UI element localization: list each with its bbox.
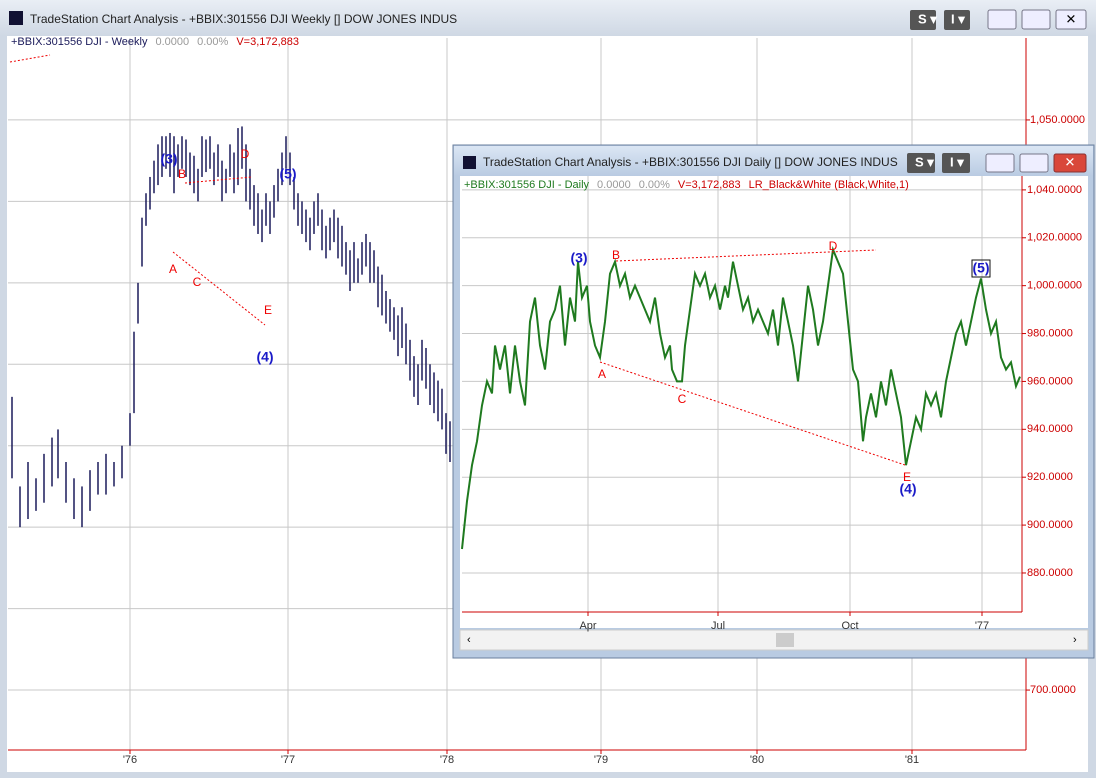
close-button[interactable] bbox=[1053, 153, 1087, 173]
legend-price: 0.0000 bbox=[155, 36, 189, 48]
i-icon: I ▾ bbox=[950, 154, 964, 169]
app-icon bbox=[9, 11, 23, 25]
annotation: E bbox=[264, 303, 272, 317]
legend-price: 0.0000 bbox=[597, 179, 631, 191]
trend-line bbox=[172, 251, 266, 326]
legend-volume: V=3,172,883 bbox=[678, 179, 741, 191]
y-tick-label: 960.0000 bbox=[1027, 375, 1073, 387]
y-tick-label: 1,050.0000 bbox=[1030, 114, 1085, 126]
scroll-thumb[interactable] bbox=[776, 633, 794, 647]
annotation: (4) bbox=[256, 349, 273, 365]
x-tick-label: '76 bbox=[123, 754, 137, 766]
legend-symbol: +BBIX:301556 DJI - Weekly bbox=[11, 36, 148, 48]
inner-plot-bg bbox=[460, 176, 1088, 628]
annotation: C bbox=[678, 392, 687, 406]
close-button[interactable] bbox=[1055, 9, 1087, 30]
annotation: A bbox=[598, 367, 606, 381]
price-line bbox=[461, 245, 1021, 550]
s-icon: S ▾ bbox=[915, 154, 934, 169]
annotation: D bbox=[241, 147, 250, 161]
y-tick-label: 940.0000 bbox=[1027, 423, 1073, 435]
annotation: (5) bbox=[279, 166, 296, 182]
legend-volume: V=3,172,883 bbox=[236, 36, 299, 48]
maximize-button[interactable] bbox=[1021, 9, 1051, 30]
x-tick-label: '79 bbox=[594, 754, 608, 766]
trend-line bbox=[184, 176, 253, 184]
x-tick-label: Oct bbox=[841, 620, 858, 632]
legend-symbol: +BBIX:301556 DJI - Daily bbox=[464, 179, 590, 191]
minimize-button[interactable] bbox=[985, 153, 1015, 173]
legend-indicator: LR_Black&White (Black,White,1) bbox=[749, 179, 909, 191]
x-tick-label: '77 bbox=[281, 754, 295, 766]
y-tick-label: 880.0000 bbox=[1027, 567, 1073, 579]
x-tick-label: '81 bbox=[905, 754, 919, 766]
y-tick-label: 700.0000 bbox=[1030, 684, 1076, 696]
s-button[interactable] bbox=[907, 153, 935, 173]
minimize-button[interactable] bbox=[987, 9, 1017, 30]
y-tick-label: 1,040.0000 bbox=[1027, 184, 1082, 196]
app-icon bbox=[463, 156, 476, 169]
annotation: (3) bbox=[160, 151, 177, 167]
annotation: (3) bbox=[570, 250, 587, 266]
s-button[interactable] bbox=[910, 10, 936, 30]
scrollbar[interactable] bbox=[459, 629, 1089, 651]
y-tick-label: 1,000.0000 bbox=[1027, 280, 1082, 292]
x-tick-label: Jul bbox=[711, 620, 725, 632]
scroll-right[interactable]: › bbox=[1073, 634, 1077, 646]
inner-title: TradeStation Chart Analysis - +BBIX:3015… bbox=[483, 155, 898, 169]
x-tick-label: '80 bbox=[750, 754, 764, 766]
inner-chart: 880.0000 900.0000 920.0000 940.0000 960.0000… bbox=[461, 176, 1082, 632]
annotation: B bbox=[178, 167, 186, 181]
scroll-left[interactable]: ‹ bbox=[467, 634, 471, 646]
x-tick-label: '77 bbox=[975, 620, 989, 632]
legend-change: 0.00% bbox=[639, 179, 670, 191]
y-tick-label: 1,020.0000 bbox=[1027, 232, 1082, 244]
annotation-box bbox=[971, 259, 991, 278]
y-tick-label: 980.0000 bbox=[1027, 327, 1073, 339]
annotation: (4) bbox=[899, 481, 916, 497]
x-tick-label: '78 bbox=[440, 754, 454, 766]
s-icon: S ▾ bbox=[918, 11, 937, 26]
trend-line bbox=[9, 54, 51, 63]
x-tick-label: Apr bbox=[579, 620, 596, 632]
i-icon: I ▾ bbox=[951, 11, 965, 26]
legend-change: 0.00% bbox=[197, 36, 228, 48]
i-button[interactable] bbox=[942, 153, 970, 173]
close-icon: ✕ bbox=[1066, 11, 1077, 26]
y-tick-label: 920.0000 bbox=[1027, 471, 1073, 483]
y-tick-label: 900.0000 bbox=[1027, 519, 1073, 531]
outer-title: TradeStation Chart Analysis - +BBIX:3015… bbox=[30, 12, 457, 26]
annotation: E bbox=[903, 470, 911, 484]
maximize-button[interactable] bbox=[1019, 153, 1049, 173]
close-icon: ✕ bbox=[1065, 154, 1076, 169]
trend-line bbox=[615, 249, 877, 262]
trend-line bbox=[599, 361, 906, 466]
annotation: D bbox=[829, 239, 838, 253]
annotation: A bbox=[169, 262, 177, 276]
i-button[interactable] bbox=[944, 10, 970, 30]
annotation: C bbox=[193, 275, 202, 289]
annotation: (5) bbox=[972, 260, 989, 276]
annotation: B bbox=[612, 248, 620, 262]
